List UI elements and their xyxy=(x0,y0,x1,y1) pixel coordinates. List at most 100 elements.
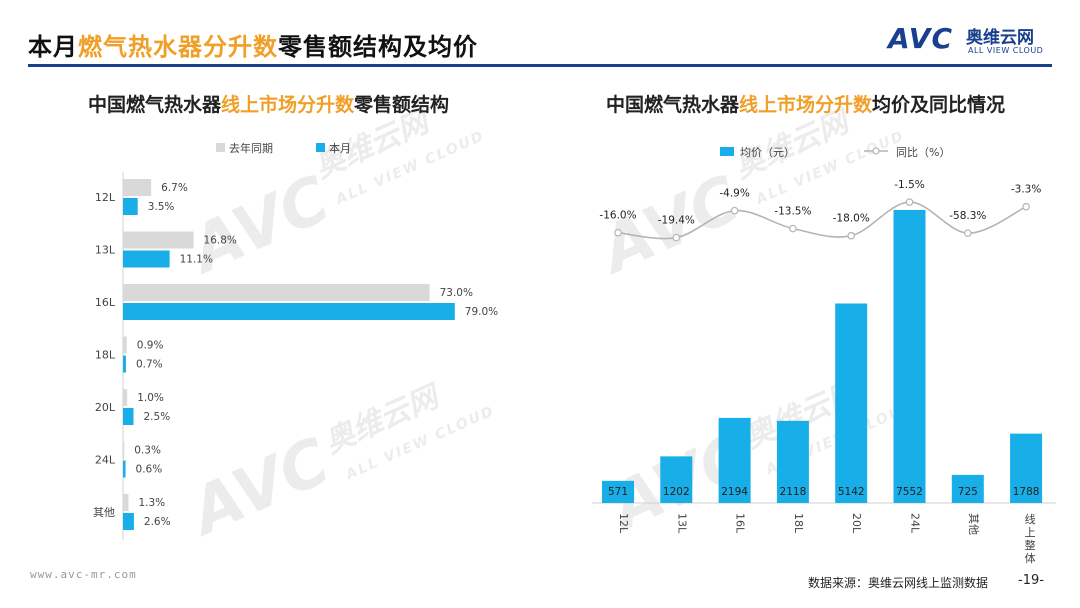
left-chart-title-highlight: 线上市场分升数 xyxy=(221,94,355,116)
data-label-previous: 1.0% xyxy=(137,392,164,404)
price-bar xyxy=(951,474,984,503)
bar-previous xyxy=(123,231,194,249)
yoy-value-label: -4.9% xyxy=(719,188,749,200)
bar-previous xyxy=(123,336,127,354)
title-divider xyxy=(28,64,1052,67)
price-value-label: 2194 xyxy=(721,486,748,498)
bar-current xyxy=(123,355,126,373)
logo-mark: AVC xyxy=(888,22,953,55)
yoy-value-label: -1.5% xyxy=(894,179,924,191)
data-label-current: 11.1% xyxy=(180,254,213,266)
category-label: 20L xyxy=(95,401,116,414)
yoy-value-label: -3.3% xyxy=(1011,184,1041,196)
right-chart-title: 中国燃气热水器线上市场分升数均价及同比情况 xyxy=(606,90,1005,117)
data-label-current: 0.6% xyxy=(136,464,163,476)
bar-current xyxy=(123,408,134,425)
right-chart-title-suffix: 均价及同比情况 xyxy=(872,94,1006,116)
bar-current xyxy=(123,513,134,530)
category-label: 其他 xyxy=(93,506,115,519)
yoy-marker xyxy=(847,231,856,240)
data-label-previous: 73.0% xyxy=(440,287,473,299)
data-label-current: 3.5% xyxy=(148,201,175,213)
data-label-previous: 16.8% xyxy=(204,235,237,247)
price-bar xyxy=(1010,433,1043,503)
page-title-suffix: 零售额结构及均价 xyxy=(278,33,478,61)
page-number: -19- xyxy=(1018,573,1044,588)
price-value-label: 5142 xyxy=(838,486,865,498)
data-label-current: 2.6% xyxy=(144,516,171,528)
yoy-marker xyxy=(963,229,972,237)
page-title: 本月燃气热水器分升数零售额结构及均价 xyxy=(28,27,478,62)
category-label: 24L xyxy=(95,454,116,467)
yoy-marker xyxy=(614,228,622,237)
data-label-current: 0.7% xyxy=(136,359,163,371)
company-logo: AVC 奥维云网 ALL VIEW CLOUD xyxy=(888,18,1068,64)
right-chart-title-highlight: 线上市场分升数 xyxy=(739,94,873,116)
category-label: 12L xyxy=(95,191,116,204)
yoy-value-label: -18.0% xyxy=(833,213,870,225)
price-value-label: 1788 xyxy=(1013,486,1040,498)
bar-previous xyxy=(123,494,129,511)
data-label-previous: 6.7% xyxy=(161,182,188,194)
price-value-label: 7552 xyxy=(896,486,923,498)
price-value-label: 2118 xyxy=(780,486,807,498)
category-label: 20L xyxy=(850,513,863,534)
legend-swatch-current xyxy=(316,143,325,152)
bar-previous xyxy=(123,179,152,196)
category-label: 其他 xyxy=(967,513,980,535)
category-label: 16L xyxy=(95,296,116,309)
bar-current xyxy=(123,250,170,268)
bar-current xyxy=(123,303,455,320)
price-bar xyxy=(602,480,634,503)
category-label: 24L xyxy=(909,513,922,534)
bar-current xyxy=(123,198,138,215)
bar-previous xyxy=(123,441,125,459)
page-title-prefix: 本月 xyxy=(28,33,78,61)
left-chart-title-prefix: 中国燃气热水器 xyxy=(88,94,222,116)
legend-swatch-previous xyxy=(216,143,225,152)
footer-url: www.avc-mr.com xyxy=(30,568,137,581)
price-value-label: 725 xyxy=(958,486,978,498)
logo-name: 奥维云网 xyxy=(966,28,1034,48)
category-label: 12L xyxy=(617,513,630,534)
data-label-current: 79.0% xyxy=(465,306,498,318)
bar-current xyxy=(123,460,126,478)
legend-label-current: 本月 xyxy=(329,141,351,155)
price-bar xyxy=(776,420,809,503)
yoy-marker xyxy=(789,224,797,233)
data-label-previous: 0.9% xyxy=(137,340,164,352)
category-label: 18L xyxy=(95,349,116,362)
price-bar xyxy=(660,456,693,503)
logo-subtitle: ALL VIEW CLOUD xyxy=(968,46,1044,55)
data-source-note: 数据来源：奥维云网线上监测数据 xyxy=(808,576,989,590)
yoy-value-label: -13.5% xyxy=(774,206,811,218)
yoy-value-label: -58.3% xyxy=(949,210,986,222)
price-value-label: 1202 xyxy=(663,486,690,498)
category-label: 13L xyxy=(95,244,116,257)
price-value-label: 571 xyxy=(608,486,628,498)
legend-label-line: 同比（%） xyxy=(896,146,950,159)
page-title-highlight: 燃气热水器分升数 xyxy=(78,33,278,61)
category-label: 18L xyxy=(792,513,805,534)
price-bar xyxy=(893,209,926,503)
price-bar xyxy=(835,303,868,503)
category-label: 线上整体 xyxy=(1025,512,1036,565)
bar-previous xyxy=(123,389,128,406)
left-chart-title: 中国燃气热水器线上市场分升数零售额结构 xyxy=(88,90,449,117)
yoy-value-label: -16.0% xyxy=(599,210,636,222)
data-label-previous: 0.3% xyxy=(134,445,161,457)
data-label-previous: 1.3% xyxy=(138,497,165,509)
data-label-current: 2.5% xyxy=(144,411,171,423)
yoy-value-label: -19.4% xyxy=(658,215,695,227)
left-chart-title-suffix: 零售额结构 xyxy=(354,94,450,116)
yoy-marker xyxy=(730,206,739,215)
price-bar xyxy=(718,417,751,503)
legend-marker xyxy=(872,147,880,155)
legend-label-previous: 去年同期 xyxy=(229,141,273,155)
category-label: 16L xyxy=(734,513,747,534)
yoy-marker xyxy=(672,233,681,242)
legend-label-bar: 均价（元） xyxy=(740,146,795,159)
yoy-marker xyxy=(905,198,914,206)
